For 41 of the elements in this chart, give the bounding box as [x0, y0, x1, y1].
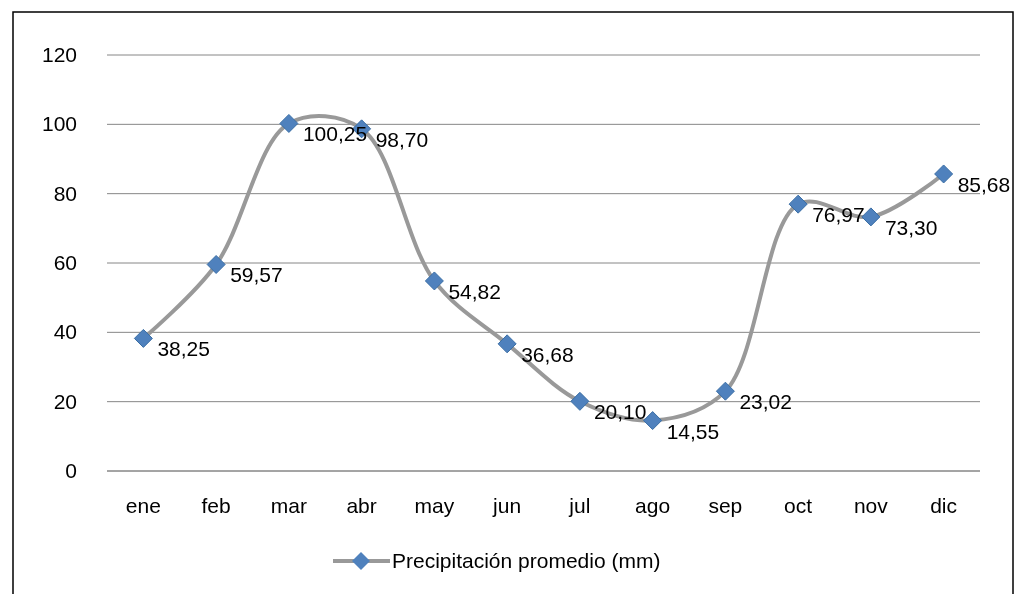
point — [206, 254, 226, 274]
data-label: 36,68 — [521, 342, 574, 366]
legend-label: Precipitación promedio (mm) — [392, 549, 661, 572]
point — [570, 391, 590, 411]
x-tick-label: may — [414, 494, 455, 517]
point — [424, 271, 444, 291]
data-label: 100,25 — [302, 122, 368, 146]
point — [715, 381, 735, 401]
point — [788, 194, 808, 214]
x-tick-label: jun — [492, 494, 522, 517]
data-label: 98,70 — [375, 127, 429, 151]
x-tick-label: ago — [635, 494, 671, 517]
data-label: 85,68 — [957, 172, 1011, 196]
point — [133, 328, 153, 348]
point — [279, 113, 299, 133]
x-tick-label: nov — [853, 494, 889, 517]
y-tick-label: 120 — [41, 43, 77, 66]
data-label: 14,55 — [666, 419, 720, 443]
x-tick-label: abr — [346, 494, 377, 517]
x-tick-label: ene — [125, 494, 161, 517]
y-tick-label: 20 — [53, 389, 77, 413]
x-tick-label: oct — [784, 494, 813, 517]
x-tick-label: sep — [708, 494, 743, 517]
data-label: 20,10 — [593, 400, 647, 424]
x-tick-label: mar — [270, 494, 307, 517]
data-label: 76,97 — [812, 203, 865, 227]
x-tick-label: jul — [568, 494, 591, 517]
x-tick-label: feb — [201, 494, 231, 517]
data-label: 59,57 — [230, 263, 283, 287]
point — [497, 334, 517, 354]
y-tick-label: 60 — [53, 251, 77, 274]
y-tick-label: 40 — [53, 320, 77, 344]
y-tick-label: 0 — [65, 459, 77, 482]
y-tick-label: 80 — [53, 181, 77, 205]
x-tick-label: dic — [930, 494, 958, 517]
data-label: 38,25 — [157, 337, 210, 361]
data-label: 73,30 — [884, 215, 938, 239]
y-tick-label: 100 — [41, 112, 77, 136]
data-label: 23,02 — [739, 390, 792, 414]
point — [934, 164, 954, 184]
data-label: 54,82 — [448, 279, 501, 303]
